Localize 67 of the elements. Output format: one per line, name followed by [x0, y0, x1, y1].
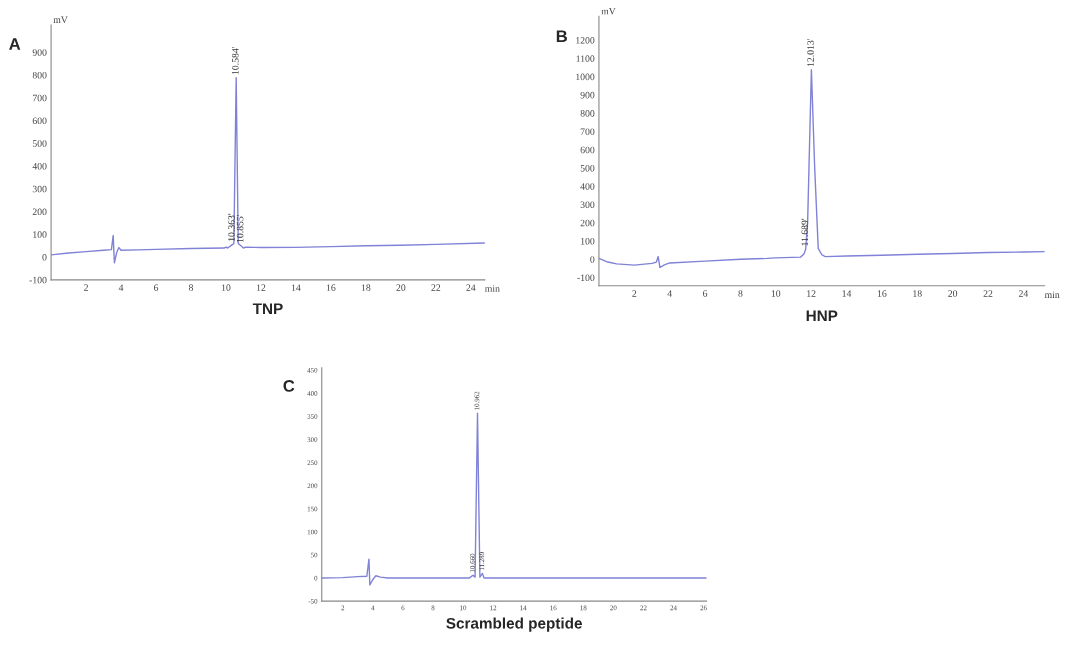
y-tick-label: 500: [32, 140, 47, 147]
line-series: [51, 77, 485, 264]
annotation: 10.584': [232, 46, 239, 75]
x-tick-label: 2: [632, 290, 637, 297]
x-tick-label: 4: [667, 290, 672, 297]
x-tick-label: 20: [396, 284, 406, 291]
y-axis-title: mV: [53, 16, 68, 24]
x-axis-title: min: [485, 285, 500, 292]
x-tick-label: 8: [188, 284, 194, 291]
x-tick-label: 14: [291, 284, 301, 291]
y-tick-label: 400: [32, 162, 47, 170]
y-tick-label: 200: [580, 219, 595, 227]
annotation: 10.855': [236, 214, 244, 243]
x-tick-label: 24: [466, 284, 476, 291]
text: C: [283, 380, 295, 392]
x-tick-label: 18: [361, 284, 371, 291]
y-tick-label: 700: [32, 94, 47, 102]
x-tick-label: 10: [771, 290, 781, 297]
y-tick-label: 900: [580, 91, 595, 99]
y-tick-label: 500: [580, 164, 595, 172]
y-tick-label: -100: [29, 276, 47, 284]
y-tick-label: 1100: [576, 55, 595, 62]
annotation: 11.689': [801, 218, 809, 246]
x-axis-title: min: [1044, 291, 1060, 298]
y-tick-label: 0: [42, 254, 47, 261]
text: TNP: [252, 303, 283, 314]
y-tick-label: 600: [32, 117, 47, 125]
annotation: 10.363': [228, 213, 235, 241]
y-axis-title: mV: [601, 7, 616, 15]
x-tick-label: 12: [256, 284, 266, 291]
x-tick-label: 18: [913, 290, 922, 297]
y-tick-label: 300: [32, 185, 47, 193]
x-tick-label: 14: [842, 290, 852, 297]
x-tick-label: 22: [431, 284, 441, 291]
y-tick-label: 0: [590, 256, 595, 263]
x-tick-label: 6: [154, 284, 159, 291]
y-tick-label: 1000: [576, 73, 595, 81]
text: B: [556, 30, 567, 42]
y-tick-label: 300: [580, 201, 595, 208]
x-tick-label: 6: [703, 290, 708, 297]
x-tick-label: 4: [118, 284, 124, 291]
y-tick-label: 900: [32, 49, 47, 56]
y-tick-label: 1200: [576, 37, 595, 44]
y-tick-label: 400: [580, 183, 595, 190]
text: HNP: [806, 310, 838, 322]
x-tick-label: 16: [877, 290, 887, 297]
x-tick-label: 24: [1018, 290, 1029, 297]
x-tick-label: 22: [983, 290, 993, 297]
y-tick-label: 100: [33, 231, 47, 238]
x-tick-label: 8: [738, 290, 743, 297]
x-tick-label: 12: [807, 290, 816, 297]
y-tick-label: 800: [32, 71, 47, 79]
x-tick-label: 16: [326, 284, 336, 291]
line-series: [321, 412, 707, 586]
y-tick-label: 100: [581, 237, 595, 245]
y-tick-label: 700: [580, 128, 595, 135]
annotation: 12.013': [807, 38, 814, 67]
text: Scrambled peptide: [446, 617, 582, 632]
text: A: [9, 38, 21, 50]
y-tick-label: -100: [577, 274, 595, 282]
y-tick-label: 800: [580, 110, 595, 117]
y-tick-label: 600: [580, 146, 595, 154]
x-tick-label: 10: [221, 284, 231, 291]
line-series: [598, 69, 1045, 269]
y-tick-label: 200: [32, 208, 47, 216]
x-tick-label: 2: [84, 284, 88, 291]
x-tick-label: 20: [948, 290, 958, 297]
